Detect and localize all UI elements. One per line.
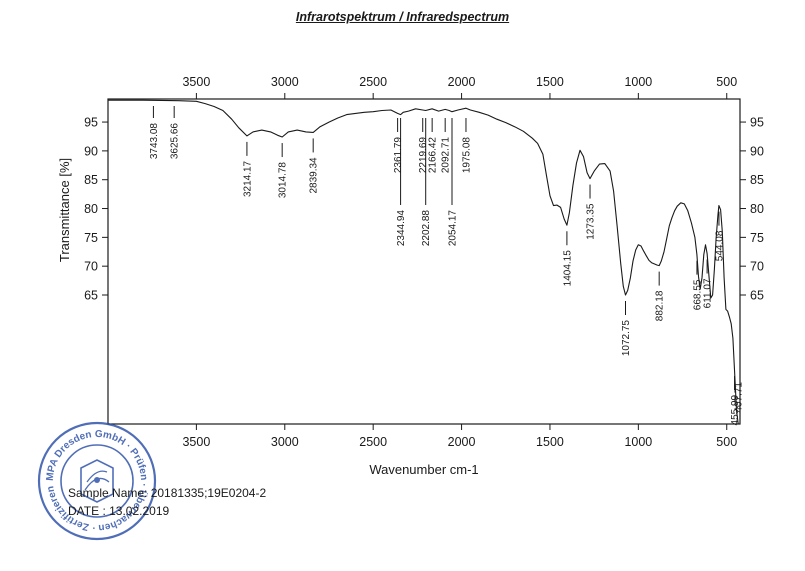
- peak-label: 3214.17: [242, 160, 253, 197]
- company-stamp: MPA Dresden GmbH · Prüfen · Überwachen ·…: [37, 421, 157, 541]
- stamp-inner-ring: [60, 444, 134, 518]
- y-tick-label-left: 75: [84, 231, 98, 245]
- peak-label: 611.07: [703, 278, 714, 308]
- peak-label: 2092.71: [441, 137, 452, 174]
- peak-label: 882.18: [655, 290, 666, 321]
- peak-label: 1072.75: [621, 320, 632, 357]
- peak-label: 2202.88: [421, 210, 432, 247]
- x-tick-label-top: 1500: [536, 75, 564, 89]
- sample-date: DATE : 13.02.2019: [68, 504, 170, 518]
- peak-label: 544.08: [714, 230, 725, 261]
- peak-label: 2054.17: [448, 210, 459, 247]
- x-tick-label-top: 3500: [182, 75, 210, 89]
- y-tick-label-left: 70: [84, 260, 98, 274]
- x-tick-label-bottom: 2000: [448, 435, 476, 449]
- peak-label: 2344.94: [396, 210, 407, 247]
- x-tick-label-bottom: 1000: [624, 435, 652, 449]
- peak-label: 3625.66: [170, 123, 181, 160]
- peak-label: 3743.08: [149, 123, 160, 160]
- peak-label: 668.55: [692, 279, 703, 310]
- spectrum-line: [108, 99, 740, 425]
- sample-name: Sample Name: 20181335;19E0204-2: [68, 486, 267, 500]
- peak-label: 455.99: [730, 394, 741, 425]
- y-tick-label-left: 65: [84, 289, 98, 303]
- y-tick-label-right: 75: [750, 231, 764, 245]
- x-tick-label-bottom: 3500: [182, 435, 210, 449]
- y-tick-label-right: 65: [750, 289, 764, 303]
- y-tick-label-left: 80: [84, 202, 98, 216]
- y-tick-label-right: 90: [750, 144, 764, 158]
- y-tick-label-left: 95: [84, 116, 98, 130]
- peak-label: 2361.79: [393, 137, 404, 174]
- stamp-outer-ring: [37, 421, 157, 541]
- peak-label: 1273.35: [586, 203, 597, 240]
- y-tick-label-right: 70: [750, 260, 764, 274]
- x-tick-label-top: 2000: [448, 75, 476, 89]
- peak-label: 407.71: [734, 382, 745, 413]
- peak-label: 1404.15: [562, 250, 573, 287]
- axis-ticks: 3500 3500 3000 3000 2500 2500 2000 2000 1500 1500…: [84, 75, 764, 449]
- y-tick-label-left: 90: [84, 144, 98, 158]
- x-tick-label-top: 500: [716, 75, 737, 89]
- peak-labels: 3743.08 3625.66 3214.17 3014.78 2839.34 2361.…: [149, 106, 745, 425]
- spectrum-series: [108, 99, 740, 425]
- y-tick-label-left: 85: [84, 173, 98, 187]
- peak-label: 3014.78: [278, 162, 289, 199]
- plot-frame: [107, 98, 741, 425]
- page-title: Infrarotspektrum / Infraredspectrum: [295, 10, 510, 24]
- x-tick-label-bottom: 2500: [359, 435, 387, 449]
- y-tick-label-right: 80: [750, 202, 764, 216]
- x-tick-label-bottom: 1500: [536, 435, 564, 449]
- x-tick-label-bottom: 500: [716, 435, 737, 449]
- peak-label: 2219.69: [418, 137, 429, 174]
- peak-label: 1975.08: [462, 137, 473, 174]
- x-axis-label: Wavenumber cm-1: [369, 462, 478, 477]
- x-tick-label-top: 2500: [359, 75, 387, 89]
- peak-label: 2166.42: [428, 137, 439, 174]
- x-tick-label-top: 1000: [624, 75, 652, 89]
- stamp-emblem-icon: [80, 459, 114, 503]
- peak-label: 2839.34: [309, 157, 320, 194]
- y-tick-label-right: 95: [750, 116, 764, 130]
- x-tick-label-bottom: 3000: [271, 435, 299, 449]
- y-tick-label-right: 85: [750, 173, 764, 187]
- x-tick-label-top: 3000: [271, 75, 299, 89]
- y-axis-label: Transmittance [%]: [57, 158, 72, 262]
